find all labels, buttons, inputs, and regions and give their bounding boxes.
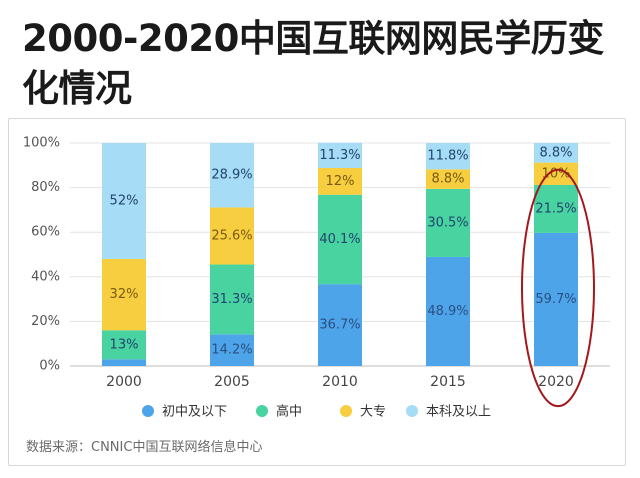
y-tick-label: 20% <box>31 314 60 329</box>
page-title: 2000-2020中国互联网网民学历变 化情况 <box>22 14 622 114</box>
bar-segment <box>534 232 578 366</box>
data-label: 13% <box>110 337 139 352</box>
x-tick-label: 2015 <box>430 374 466 390</box>
data-label: 8.8% <box>431 172 464 187</box>
y-tick-label: 40% <box>31 269 60 284</box>
data-label: 11.8% <box>427 149 468 164</box>
x-tick-label: 2010 <box>322 374 358 390</box>
bar-segment <box>102 143 146 259</box>
data-label: 12% <box>326 174 355 189</box>
title-line-1: 2000-2020中国互联网网民学历变 <box>22 17 604 60</box>
data-label: 40.1% <box>319 232 360 247</box>
data-label: 8.8% <box>539 145 572 160</box>
bar-segment <box>210 143 254 208</box>
y-tick-label: 0% <box>39 359 60 374</box>
data-label: 28.9% <box>211 168 252 183</box>
bar-segment <box>534 143 578 163</box>
bar-segment <box>426 169 470 189</box>
legend-label: 高中 <box>276 404 302 420</box>
data-label: 11.3% <box>319 148 360 163</box>
legend-label: 大专 <box>360 405 386 420</box>
y-tick-label: 100% <box>23 136 60 151</box>
data-label: 21.5% <box>535 201 576 216</box>
x-tick-label: 2020 <box>538 374 574 390</box>
data-label: 14.2% <box>211 343 252 358</box>
bar-segment <box>102 359 146 366</box>
bar-segment <box>534 184 578 233</box>
bar-segment <box>318 142 362 168</box>
legend-marker <box>406 405 418 417</box>
data-label: 31.3% <box>211 292 252 307</box>
data-label: 36.7% <box>319 318 360 333</box>
data-label: 48.9% <box>427 304 468 319</box>
source-note: 数据来源：CNNIC中国互联网络信息中心 <box>26 440 263 455</box>
y-tick-label: 60% <box>31 225 60 240</box>
data-label: 32% <box>110 287 139 302</box>
chart-frame <box>8 118 626 466</box>
legend-marker <box>340 405 352 417</box>
bar-segment <box>426 256 470 366</box>
bar-segment <box>210 264 254 335</box>
bar-segment <box>102 330 146 360</box>
legend-label: 本科及以上 <box>426 405 491 420</box>
data-label: 52% <box>110 193 139 208</box>
bar-segment <box>318 167 362 195</box>
data-label: 25.6% <box>211 228 252 243</box>
data-label: 59.7% <box>535 292 576 307</box>
highlight-ellipse <box>521 168 595 408</box>
x-tick-label: 2000 <box>106 374 142 390</box>
legend-marker <box>256 405 268 417</box>
x-tick-label: 2005 <box>214 374 250 390</box>
legend-marker <box>142 405 154 417</box>
bar-segment <box>210 334 254 366</box>
title-line-2: 化情况 <box>22 67 132 110</box>
bar-segment <box>318 194 362 285</box>
bar-segment <box>210 207 254 265</box>
bar-segment <box>318 284 362 366</box>
bar-segment <box>102 258 146 331</box>
y-tick-label: 80% <box>31 180 60 195</box>
bar-segment <box>426 143 470 170</box>
bar-segment <box>426 188 470 257</box>
legend-label: 初中及以下 <box>162 405 227 420</box>
data-label: 30.5% <box>427 215 468 230</box>
